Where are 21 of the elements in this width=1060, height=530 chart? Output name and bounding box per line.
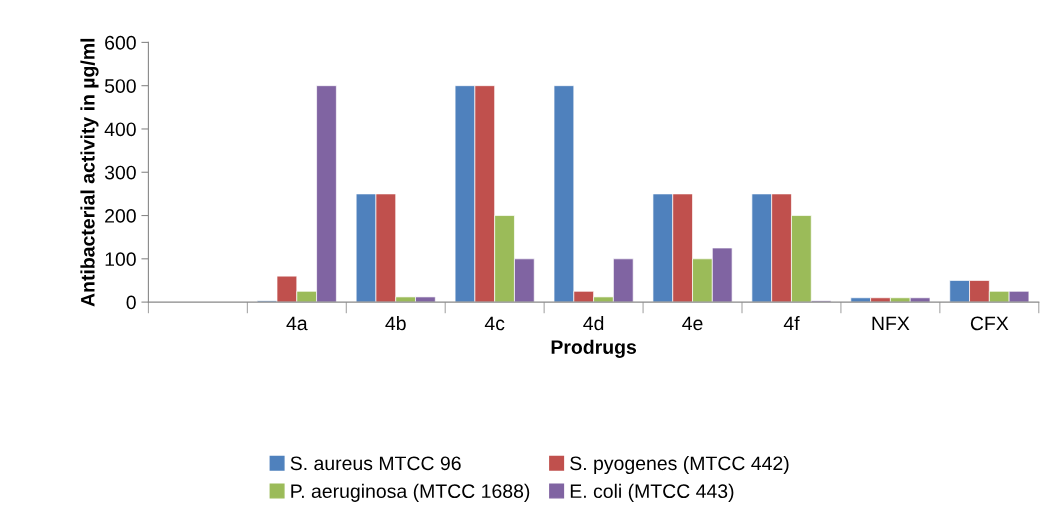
y-tick-label: 500 xyxy=(104,79,136,93)
legend-label: P. aeruginosa (MTCC 1688) xyxy=(291,483,530,502)
x-tick-label: 4f xyxy=(783,316,800,331)
legend-label: S. aureus MTCC 96 xyxy=(290,456,461,471)
x-tick-label: CFX xyxy=(970,316,1009,331)
legend-label: E. coli (MTCC 443) xyxy=(570,483,734,502)
x-axis-title: Prodrugs xyxy=(551,339,637,358)
y-tick-label: 300 xyxy=(104,165,136,180)
y-tick-label: 200 xyxy=(105,209,136,223)
y-axis-title: Antibacterial activity in µg/ml xyxy=(80,38,99,307)
y-tick-label: 400 xyxy=(104,122,136,137)
y-tick-label: 100 xyxy=(105,252,136,267)
x-tick-label: 4d xyxy=(583,315,604,331)
legend-label: S. pyogenes (MTCC 442) xyxy=(570,455,789,475)
x-tick-label: NFX xyxy=(872,316,910,331)
x-tick-label: 4b xyxy=(385,315,406,331)
y-tick-label: 600 xyxy=(105,35,136,50)
x-tick-label: 4a xyxy=(286,316,308,331)
x-tick-label: 4c xyxy=(484,316,505,331)
x-tick-label: 4e xyxy=(682,316,703,331)
y-tick-label: 0 xyxy=(126,295,136,310)
